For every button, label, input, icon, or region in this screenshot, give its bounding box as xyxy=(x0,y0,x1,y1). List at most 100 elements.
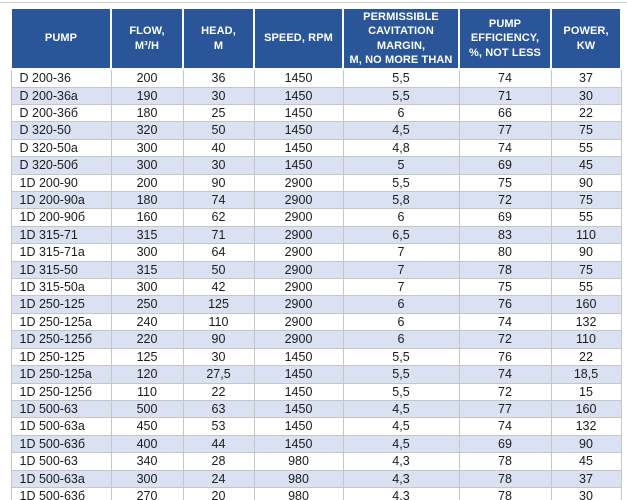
cell-head: 50 xyxy=(182,121,255,140)
cell-flow: 300 xyxy=(110,243,184,262)
cell-head: 125 xyxy=(182,295,255,314)
cell-flow: 125 xyxy=(110,347,184,367)
table-row: D 320-50a 300 40 1450 4,8 74 55 xyxy=(10,138,622,158)
cell-speed: 980 xyxy=(253,452,344,471)
cell-flow: 180 xyxy=(110,191,184,210)
cell-pump: 1D 315-50a xyxy=(10,278,112,297)
cell-head: 25 xyxy=(182,103,255,123)
table-row: D 200-36б 180 25 1450 6 66 22 xyxy=(10,103,622,123)
cell-speed: 2900 xyxy=(253,260,344,280)
cell-power: 37 xyxy=(550,68,622,88)
cell-cavitation: 7 xyxy=(342,243,460,262)
cell-head: 30 xyxy=(182,156,255,175)
cell-pump: 1D 250-125б xyxy=(10,330,112,349)
cell-flow: 250 xyxy=(110,295,184,314)
cell-flow: 110 xyxy=(110,382,184,401)
cell-power: 75 xyxy=(550,121,622,140)
cell-efficiency: 80 xyxy=(458,243,552,262)
table-row: 1D 250-125a 120 27,5 1450 5,5 74 18,5 xyxy=(10,365,622,384)
cell-speed: 980 xyxy=(253,486,344,500)
cell-pump: 1D 500-63 xyxy=(10,452,112,471)
table-row: 1D 200-90a 180 74 2900 5,8 72 75 xyxy=(10,191,622,210)
cell-cavitation: 4,5 xyxy=(342,417,460,436)
cell-speed: 1450 xyxy=(253,399,344,419)
cell-head: 20 xyxy=(182,486,255,500)
cell-cavitation: 7 xyxy=(342,260,460,280)
cell-speed: 1450 xyxy=(253,156,344,175)
cell-efficiency: 78 xyxy=(458,260,552,280)
cell-cavitation: 4,5 xyxy=(342,121,460,140)
cell-flow: 315 xyxy=(110,260,184,280)
cell-pump: 1D 200-90б xyxy=(10,208,112,227)
cell-speed: 1450 xyxy=(253,138,344,158)
cell-efficiency: 72 xyxy=(458,191,552,210)
cell-pump: 1D 315-50 xyxy=(10,260,112,280)
column-header-efficiency: PUMP EFFICIENCY,%, NOT LESS xyxy=(458,6,552,71)
cell-power: 55 xyxy=(550,208,622,227)
cell-cavitation: 4,8 xyxy=(342,138,460,158)
cell-pump: 1D 250-125б xyxy=(10,382,112,401)
pump-specifications-table: PUMP FLOW, M³/H HEAD, M SPEED, RPM PERMISSIBLE… xyxy=(10,6,622,500)
cell-efficiency: 72 xyxy=(458,382,552,401)
cell-efficiency: 74 xyxy=(458,417,552,436)
cell-efficiency: 71 xyxy=(458,86,552,106)
cell-cavitation: 6 xyxy=(342,103,460,123)
table-row: D 200-36 200 36 1450 5,5 74 37 xyxy=(10,68,622,88)
cell-flow: 400 xyxy=(110,434,184,454)
cell-power: 18,5 xyxy=(550,365,622,384)
cell-head: 22 xyxy=(182,382,255,401)
table-row: D 320-50б 300 30 1450 5 69 45 xyxy=(10,156,622,175)
cell-head: 90 xyxy=(182,330,255,349)
column-header-flow: FLOW, M³/H xyxy=(110,6,184,71)
cell-head: 42 xyxy=(182,278,255,297)
cell-cavitation: 5,5 xyxy=(342,173,460,193)
cell-flow: 315 xyxy=(110,225,184,245)
cell-power: 45 xyxy=(550,452,622,471)
cell-head: 110 xyxy=(182,312,255,332)
cell-speed: 2900 xyxy=(253,208,344,227)
table-head: PUMP FLOW, M³/H HEAD, M SPEED, RPM PERMISSIBLE… xyxy=(10,6,622,71)
cell-cavitation: 5,5 xyxy=(342,382,460,401)
cell-flow: 500 xyxy=(110,399,184,419)
cell-head: 71 xyxy=(182,225,255,245)
cell-cavitation: 5,5 xyxy=(342,68,460,88)
cell-speed: 2900 xyxy=(253,330,344,349)
cell-power: 160 xyxy=(550,295,622,314)
cell-head: 64 xyxy=(182,243,255,262)
cell-flow: 180 xyxy=(110,103,184,123)
cell-efficiency: 72 xyxy=(458,330,552,349)
table-body: D 200-36 200 36 1450 5,5 74 37 D 200-36a 190 30 14… xyxy=(10,68,622,500)
table-row: 1D 500-63б 270 20 980 4,3 78 30 xyxy=(10,486,622,500)
cell-speed: 2900 xyxy=(253,225,344,245)
cell-speed: 1450 xyxy=(253,417,344,436)
cell-pump: 1D 250-125 xyxy=(10,295,112,314)
cell-cavitation: 5,5 xyxy=(342,347,460,367)
cell-cavitation: 5,5 xyxy=(342,86,460,106)
cell-flow: 300 xyxy=(110,138,184,158)
cell-flow: 300 xyxy=(110,278,184,297)
cell-power: 30 xyxy=(550,86,622,106)
cell-power: 22 xyxy=(550,347,622,367)
cell-pump: D 320-50 xyxy=(10,121,112,140)
cell-cavitation: 4,5 xyxy=(342,434,460,454)
cell-pump: 1D 500-63a xyxy=(10,469,112,488)
cell-speed: 2900 xyxy=(253,295,344,314)
cell-pump: 1D 500-63б xyxy=(10,434,112,454)
cell-cavitation: 6 xyxy=(342,208,460,227)
cell-power: 22 xyxy=(550,103,622,123)
table-row: D 200-36a 190 30 1450 5,5 71 30 xyxy=(10,86,622,106)
table-row: 1D 500-63б 400 44 1450 4,5 69 90 xyxy=(10,434,622,454)
cell-head: 90 xyxy=(182,173,255,193)
cell-power: 30 xyxy=(550,486,622,500)
cell-cavitation: 7 xyxy=(342,278,460,297)
cell-speed: 980 xyxy=(253,469,344,488)
cell-speed: 2900 xyxy=(253,278,344,297)
cell-head: 40 xyxy=(182,138,255,158)
cell-power: 15 xyxy=(550,382,622,401)
cell-power: 45 xyxy=(550,156,622,175)
table-row: D 320-50 320 50 1450 4,5 77 75 xyxy=(10,121,622,140)
cell-cavitation: 4,3 xyxy=(342,452,460,471)
cell-efficiency: 83 xyxy=(458,225,552,245)
cell-efficiency: 75 xyxy=(458,278,552,297)
